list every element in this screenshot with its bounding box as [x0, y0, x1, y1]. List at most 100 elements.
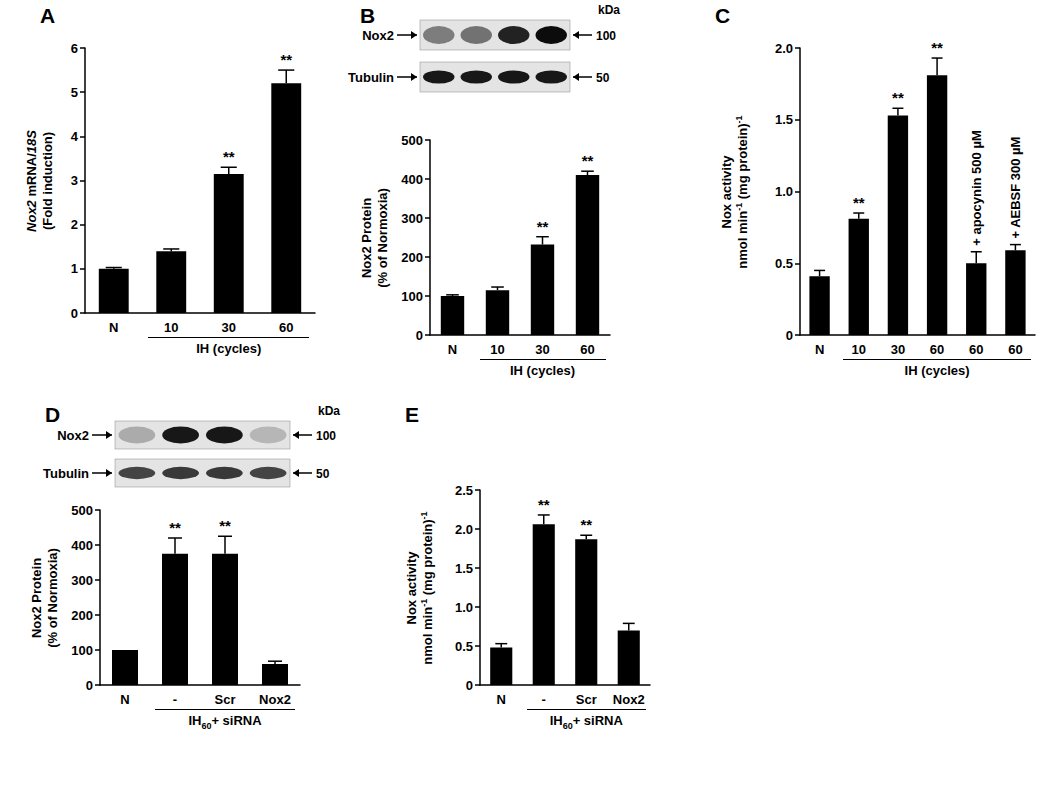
svg-text:kDa: kDa: [598, 3, 620, 17]
svg-text:**: **: [580, 516, 592, 533]
html-text:Nox2 Protein: Nox2 Protein: [29, 557, 44, 638]
html-text:18S: 18S: [24, 129, 39, 153]
html-text:(% of Normoxia): (% of Normoxia): [45, 547, 60, 648]
svg-text:300: 300: [401, 211, 423, 226]
html-text:D: D: [45, 403, 61, 426]
html-text:(mg protein): (mg protein): [735, 122, 750, 203]
svg-text:0.5: 0.5: [775, 256, 793, 271]
svg-text:Nox2: Nox2: [613, 692, 645, 707]
html-text:IH (cycles): IH (cycles): [510, 363, 575, 378]
svg-text:**: **: [582, 152, 594, 169]
svg-text:Scr: Scr: [576, 692, 597, 707]
svg-text:6: 6: [71, 41, 78, 56]
html-text:Nox activity: Nox activity: [404, 551, 419, 624]
svg-text:2.5: 2.5: [455, 483, 473, 498]
svg-text:400: 400: [71, 538, 93, 553]
svg-text:Tubulin: Tubulin: [348, 70, 394, 85]
html-text:Nox2: Nox2: [24, 199, 39, 232]
svg-text:10: 10: [164, 320, 178, 335]
svg-text:500: 500: [401, 133, 423, 148]
svg-text:10: 10: [490, 342, 504, 357]
html-text:A: A: [40, 4, 56, 27]
svg-text:100: 100: [401, 289, 423, 304]
html-text:nmol min: nmol min: [735, 210, 750, 269]
svg-text:60: 60: [580, 342, 594, 357]
svg-text:2.0: 2.0: [455, 522, 473, 537]
svg-text:+ apocynin 500 µM: + apocynin 500 µM: [969, 130, 984, 246]
svg-text:**: **: [280, 51, 292, 68]
svg-text:10: 10: [852, 342, 866, 357]
svg-text:**: **: [931, 39, 943, 56]
html-text:Nox activity: Nox activity: [719, 155, 734, 228]
svg-text:60: 60: [1008, 342, 1022, 357]
html-text:E: E: [405, 403, 419, 426]
svg-text:-: -: [173, 692, 177, 707]
svg-text:200: 200: [401, 250, 423, 265]
svg-text:0: 0: [786, 328, 793, 343]
html-text:IH (cycles): IH (cycles): [196, 341, 262, 356]
html-text:IH60+ siRNA: IH60+ siRNA: [549, 713, 623, 731]
svg-text:100: 100: [71, 643, 93, 658]
svg-text:60: 60: [279, 320, 293, 335]
svg-text:2: 2: [71, 217, 78, 232]
svg-text:N: N: [448, 342, 457, 357]
svg-text:1.0: 1.0: [455, 600, 473, 615]
svg-text:0: 0: [466, 678, 473, 693]
svg-text:Scr: Scr: [215, 692, 236, 707]
svg-text:+ AEBSF 300 µM: + AEBSF 300 µM: [1008, 137, 1023, 239]
svg-text:Tubulin: Tubulin: [43, 466, 89, 481]
html-text:C: C: [715, 4, 731, 27]
svg-text:N: N: [815, 342, 824, 357]
html-text:nmol min: nmol min: [420, 606, 435, 665]
svg-text:**: **: [219, 517, 231, 534]
svg-text:**: **: [892, 89, 904, 106]
svg-text:50: 50: [596, 71, 610, 85]
html-text:IH (cycles): IH (cycles): [904, 363, 970, 378]
svg-text:100: 100: [596, 29, 616, 43]
svg-text:400: 400: [401, 172, 423, 187]
svg-text:1.5: 1.5: [775, 112, 793, 127]
svg-text:60: 60: [930, 342, 944, 357]
svg-text:5: 5: [71, 85, 78, 100]
svg-text:500: 500: [71, 503, 93, 518]
svg-text:0: 0: [416, 328, 423, 343]
svg-text:Nox2: Nox2: [57, 428, 89, 443]
svg-text:0.5: 0.5: [455, 639, 473, 654]
svg-text:kDa: kDa: [318, 404, 340, 418]
svg-text:**: **: [538, 496, 550, 513]
svg-text:Nox2: Nox2: [259, 692, 291, 707]
html-text:IH60+ siRNA: IH60+ siRNA: [188, 713, 262, 731]
svg-text:60: 60: [969, 342, 983, 357]
svg-text:1.5: 1.5: [455, 561, 473, 576]
svg-text:30: 30: [535, 342, 549, 357]
html-text:-1: -1: [733, 202, 744, 211]
svg-text:4: 4: [71, 129, 79, 144]
svg-text:100: 100: [316, 429, 336, 443]
svg-text:50: 50: [316, 467, 330, 481]
html-text:Nox2 Protein: Nox2 Protein: [359, 197, 374, 278]
svg-text:200: 200: [71, 608, 93, 623]
svg-text:3: 3: [71, 173, 78, 188]
svg-text:0: 0: [71, 306, 78, 321]
svg-text:**: **: [853, 194, 865, 211]
svg-text:-: -: [542, 692, 546, 707]
html-text:(% of Normoxia): (% of Normoxia): [375, 187, 390, 288]
svg-text:Nox2: Nox2: [362, 28, 394, 43]
svg-text:1: 1: [71, 261, 78, 276]
svg-text:N: N: [120, 692, 129, 707]
svg-text:0: 0: [86, 678, 93, 693]
svg-text:**: **: [537, 218, 549, 235]
svg-text:**: **: [169, 519, 181, 536]
html-text:(Fold induction): (Fold induction): [40, 131, 55, 230]
svg-text:**: **: [223, 148, 235, 165]
svg-text:30: 30: [891, 342, 905, 357]
svg-text:N: N: [109, 320, 118, 335]
svg-text:30: 30: [222, 320, 236, 335]
svg-text:1.0: 1.0: [775, 184, 793, 199]
html-text:mRNA/: mRNA/: [24, 152, 39, 200]
svg-text:N: N: [497, 692, 506, 707]
svg-text:300: 300: [71, 573, 93, 588]
svg-text:2.0: 2.0: [775, 41, 793, 56]
html-text:B: B: [360, 4, 376, 27]
html-text:(mg protein): (mg protein): [420, 518, 435, 599]
